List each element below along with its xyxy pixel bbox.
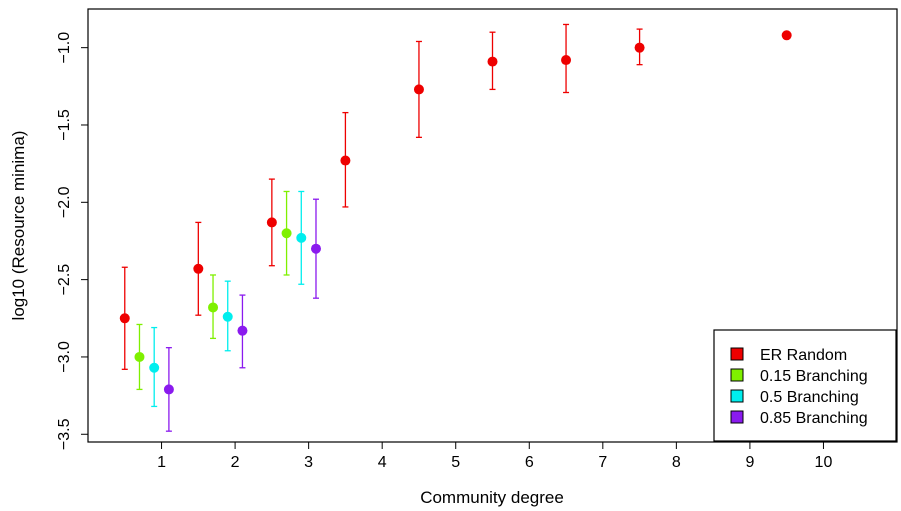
x-tick-label: 5 (451, 454, 460, 471)
y-tick-label: −1.5 (56, 109, 73, 141)
data-point (487, 56, 498, 67)
legend: ER Random 0.15 Branching 0.5 Branching 0.85… (713, 329, 897, 442)
plot-frame (87, 8, 898, 443)
data-point (149, 362, 160, 373)
data-point (208, 302, 219, 313)
data-point (119, 313, 130, 324)
data-point (781, 30, 792, 41)
data-point (222, 311, 233, 322)
x-tick-label: 9 (745, 454, 754, 471)
y-tick-label: −2.0 (56, 186, 73, 218)
x-axis-title: Community degree (420, 488, 564, 507)
x-tick-label: 3 (304, 454, 313, 471)
y-tick-label: −2.5 (56, 264, 73, 296)
data-point (281, 228, 292, 239)
legend-swatch (730, 368, 744, 382)
x-tick-label: 6 (525, 454, 534, 471)
y-axis: −1.0 −1.5 −2.0 −2.5 −3.0 −3.5 (56, 32, 88, 450)
legend-box (713, 329, 897, 442)
legend-label: ER Random (760, 347, 847, 364)
legend-swatch (730, 410, 744, 424)
data-point (340, 155, 351, 166)
x-tick-label: 10 (815, 454, 833, 471)
data-point (561, 55, 572, 66)
x-tick-label: 7 (598, 454, 607, 471)
legend-swatch (730, 389, 744, 403)
y-axis-title: log10 (Resource minima) (9, 131, 28, 321)
data-point (310, 243, 321, 254)
x-axis: 1 2 3 4 5 6 7 8 9 10 (157, 442, 832, 471)
x-tick-label: 1 (157, 454, 166, 471)
data-point (266, 217, 277, 228)
legend-label: 0.15 Branching (760, 368, 868, 385)
data-point (237, 325, 248, 336)
x-tick-label: 2 (231, 454, 240, 471)
data-point (193, 263, 204, 274)
data-marks (119, 23, 792, 432)
data-point (163, 384, 174, 395)
y-tick-label: −3.0 (56, 341, 73, 373)
data-point (634, 42, 645, 53)
data-point (134, 351, 145, 362)
legend-swatch (730, 347, 744, 361)
data-point (413, 84, 424, 95)
y-tick-label: −3.5 (56, 418, 73, 450)
x-tick-label: 4 (378, 454, 387, 471)
x-tick-label: 8 (672, 454, 681, 471)
legend-label: 0.85 Branching (760, 410, 868, 427)
y-tick-label: −1.0 (56, 32, 73, 64)
data-point (296, 232, 307, 243)
legend-label: 0.5 Branching (760, 389, 859, 406)
